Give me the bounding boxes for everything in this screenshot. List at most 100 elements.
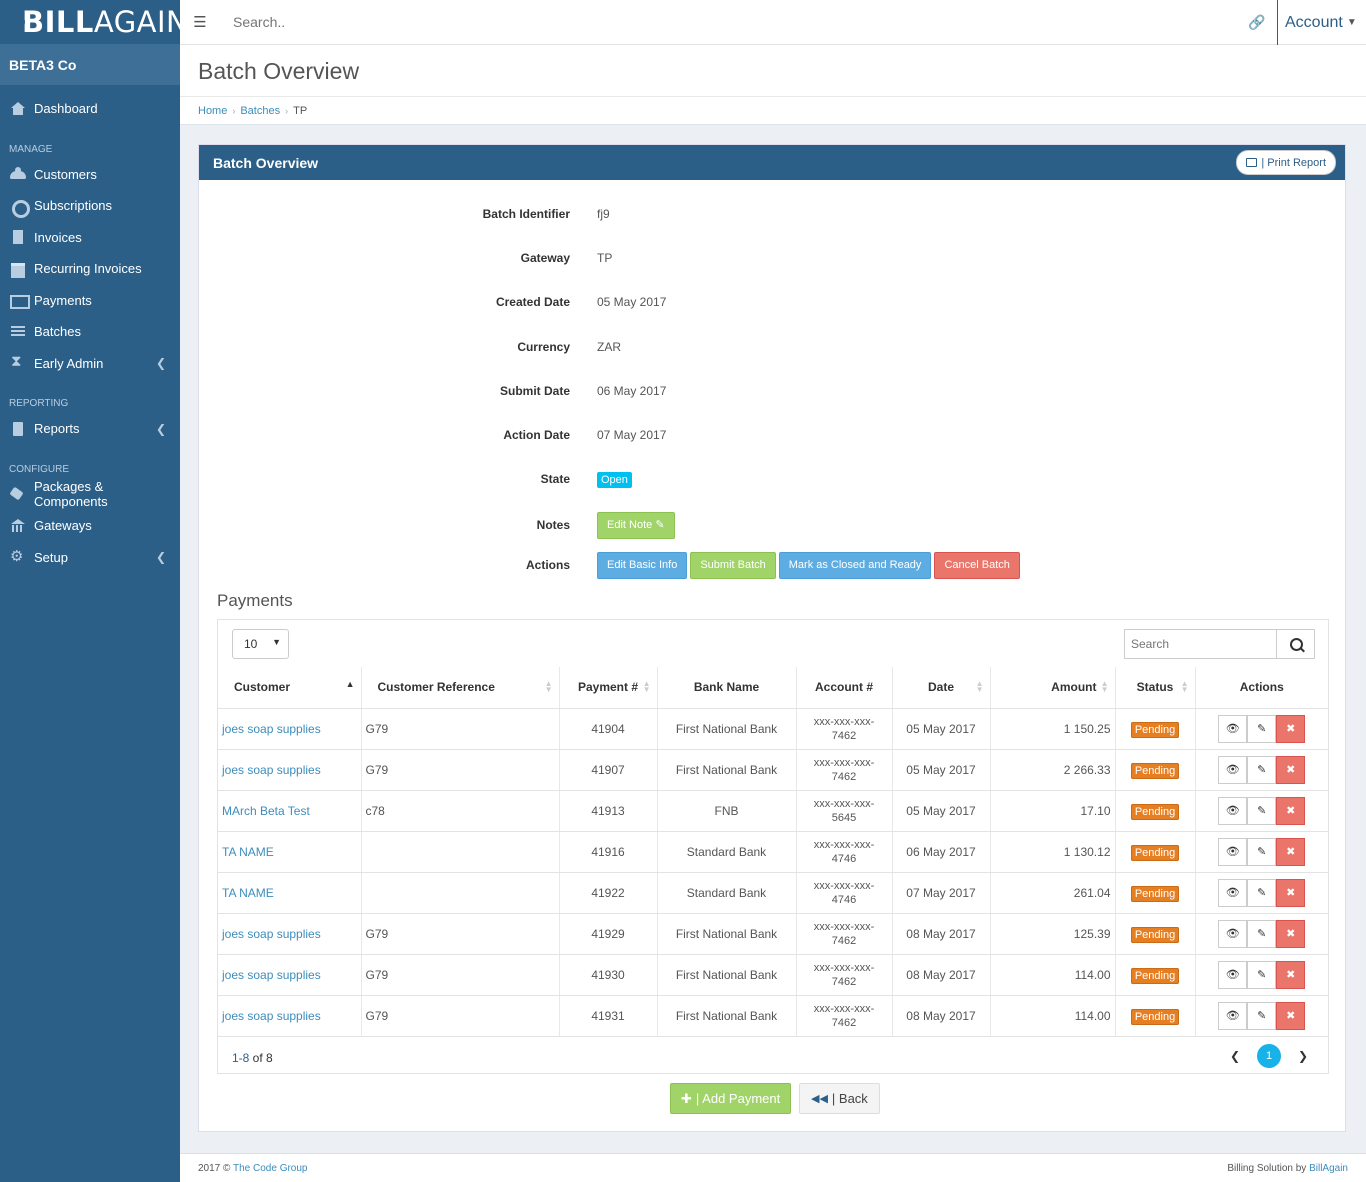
- breadcrumb-batches[interactable]: Batches: [240, 104, 281, 117]
- delete-x-icon[interactable]: ✖: [1276, 755, 1306, 784]
- cancel-batch-button[interactable]: Cancel Batch: [934, 551, 1020, 579]
- view-eye-icon[interactable]: 👁: [1218, 714, 1248, 743]
- payment-number: 41913: [559, 790, 658, 832]
- status-badge: Pending: [1130, 967, 1180, 984]
- money-icon: [10, 293, 30, 310]
- search-icon[interactable]: [1276, 630, 1314, 658]
- status-badge: Pending: [1130, 926, 1180, 943]
- customer-link[interactable]: TA NAME: [222, 844, 274, 859]
- row-actions: 👁 ✎ ✖: [1218, 919, 1306, 948]
- add-payment-button[interactable]: ✚ | Add Payment: [670, 1083, 792, 1114]
- col-payment-number[interactable]: Payment # ▲ ▼: [559, 667, 658, 709]
- view-eye-icon[interactable]: 👁: [1218, 1001, 1248, 1030]
- col-bank-name[interactable]: Bank Name: [657, 667, 797, 709]
- delete-x-icon[interactable]: ✖: [1276, 878, 1306, 907]
- view-eye-icon[interactable]: 👁: [1218, 960, 1248, 989]
- view-eye-icon[interactable]: 👁: [1218, 919, 1248, 948]
- print-report-button[interactable]: | Print Report: [1236, 150, 1336, 175]
- customer-link[interactable]: joes soap supplies: [222, 1008, 321, 1023]
- info-batch-identifier: Batch Identifier fj9: [482, 207, 610, 221]
- page-number-button[interactable]: 1: [1257, 1044, 1281, 1068]
- sidebar-item-customers[interactable]: Customers: [0, 159, 180, 191]
- status-badge: Pending: [1130, 885, 1180, 902]
- customer-link[interactable]: joes soap supplies: [222, 721, 321, 736]
- payment-amount: 2 266.33: [990, 749, 1116, 791]
- edit-basic-info-button[interactable]: Edit Basic Info: [597, 551, 688, 579]
- brand-name: BILLAGAIN: [22, 5, 189, 39]
- payment-date: 08 May 2017: [892, 995, 991, 1037]
- account-menu[interactable]: Account ▼: [1277, 0, 1366, 45]
- edit-pencil-icon[interactable]: ✎: [1247, 878, 1277, 907]
- customer-link[interactable]: TA NAME: [222, 885, 274, 900]
- sidebar-item-subscriptions[interactable]: Subscriptions: [0, 190, 180, 222]
- customer-link[interactable]: MArch Beta Test: [222, 803, 310, 818]
- payments-table-wrapper: 10▼ Customer▲ Customer Reference▲▼ Payme…: [217, 619, 1329, 1074]
- sidebar-item-dashboard[interactable]: Dashboard: [0, 93, 180, 125]
- customer-link[interactable]: joes soap supplies: [222, 926, 321, 941]
- payment-number: 41930: [559, 954, 658, 996]
- back-button[interactable]: ◀◀ | Back: [799, 1083, 880, 1114]
- view-eye-icon[interactable]: 👁: [1218, 755, 1248, 784]
- footer-billagain-link[interactable]: BillAgain: [1309, 1163, 1348, 1174]
- sidebar-item-reports[interactable]: Reports ❮: [0, 413, 180, 445]
- edit-pencil-icon[interactable]: ✎: [1247, 960, 1277, 989]
- customer-reference: G79: [361, 995, 560, 1037]
- col-account-number[interactable]: Account #: [796, 667, 893, 709]
- footer-company-link[interactable]: The Code Group: [233, 1163, 308, 1174]
- global-search-input[interactable]: [233, 14, 1233, 30]
- col-customer[interactable]: Customer ▲: [218, 667, 362, 709]
- company-name: BETA3 Co: [0, 45, 180, 85]
- table-search-input[interactable]: [1125, 630, 1276, 658]
- sidebar-item-recurring-invoices[interactable]: Recurring Invoices: [0, 253, 180, 285]
- nav-header-manage: MANAGE: [9, 143, 53, 155]
- view-eye-icon[interactable]: 👁: [1218, 878, 1248, 907]
- delete-x-icon[interactable]: ✖: [1276, 837, 1306, 866]
- hamburger-menu-icon[interactable]: ☰: [193, 14, 207, 31]
- sidebar-item-early-admin[interactable]: Early Admin❮: [0, 348, 180, 380]
- edit-pencil-icon[interactable]: ✎: [1247, 755, 1277, 784]
- sidebar-item-setup[interactable]: Setup❮: [0, 542, 180, 574]
- edit-pencil-icon[interactable]: ✎: [1247, 796, 1277, 825]
- page-length-select[interactable]: 10 ▼: [232, 629, 289, 659]
- col-customer-reference[interactable]: Customer Reference ▲ ▼: [361, 667, 560, 709]
- col-amount[interactable]: Amount ▲ ▼: [990, 667, 1116, 709]
- customer-reference: G79: [361, 954, 560, 996]
- edit-pencil-icon[interactable]: ✎: [1247, 919, 1277, 948]
- tags-icon: [10, 487, 26, 501]
- next-page-chevron-right-icon[interactable]: ❯: [1297, 1049, 1309, 1063]
- sidebar-item-gateways[interactable]: Gateways: [0, 510, 180, 542]
- link-icon[interactable]: 🔗: [1248, 14, 1266, 30]
- submit-batch-button[interactable]: Submit Batch: [690, 551, 776, 579]
- mark-closed-ready-button[interactable]: Mark as Closed and Ready: [778, 551, 932, 579]
- breadcrumb-home[interactable]: Home: [198, 104, 228, 117]
- info-submit-date: Submit Date 06 May 2017: [499, 384, 667, 398]
- edit-pencil-icon[interactable]: ✎: [1247, 1001, 1277, 1030]
- payment-date: 08 May 2017: [892, 913, 991, 955]
- col-date[interactable]: Date ▲ ▼: [892, 667, 991, 709]
- view-eye-icon[interactable]: 👁: [1218, 837, 1248, 866]
- delete-x-icon[interactable]: ✖: [1276, 919, 1306, 948]
- sidebar-item-packages[interactable]: Packages & Components: [0, 479, 180, 511]
- bank-name: Standard Bank: [657, 872, 797, 914]
- prev-page-chevron-left-icon[interactable]: ❮: [1229, 1049, 1241, 1063]
- col-status[interactable]: Status ▲ ▼: [1115, 667, 1196, 709]
- edit-pencil-icon[interactable]: ✎: [1247, 714, 1277, 743]
- sidebar-item-invoices[interactable]: Invoices: [0, 222, 180, 254]
- payments-table: Customer ▲ Customer Reference ▲ ▼ Payment #…: [218, 667, 1328, 1037]
- delete-x-icon[interactable]: ✖: [1276, 960, 1306, 989]
- customer-link[interactable]: joes soap supplies: [222, 762, 321, 777]
- delete-x-icon[interactable]: ✖: [1276, 714, 1306, 743]
- edit-note-button[interactable]: Edit Note ✎: [597, 511, 675, 539]
- brand-logo-area[interactable]: BILLAGAIN: [0, 0, 188, 45]
- customer-reference: [361, 872, 560, 914]
- customer-link[interactable]: joes soap supplies: [222, 967, 321, 982]
- delete-x-icon[interactable]: ✖: [1276, 796, 1306, 825]
- table-row: joes soap supplies G79 41930 First National…: [218, 954, 1328, 996]
- sidebar-item-batches[interactable]: Batches: [0, 316, 180, 348]
- sidebar-item-payments[interactable]: Payments: [0, 285, 180, 317]
- view-eye-icon[interactable]: 👁: [1218, 796, 1248, 825]
- delete-x-icon[interactable]: ✖: [1276, 1001, 1306, 1030]
- edit-pencil-icon[interactable]: ✎: [1247, 837, 1277, 866]
- table-search: [1124, 629, 1315, 659]
- nav-header-configure: CONFIGURE: [9, 463, 69, 475]
